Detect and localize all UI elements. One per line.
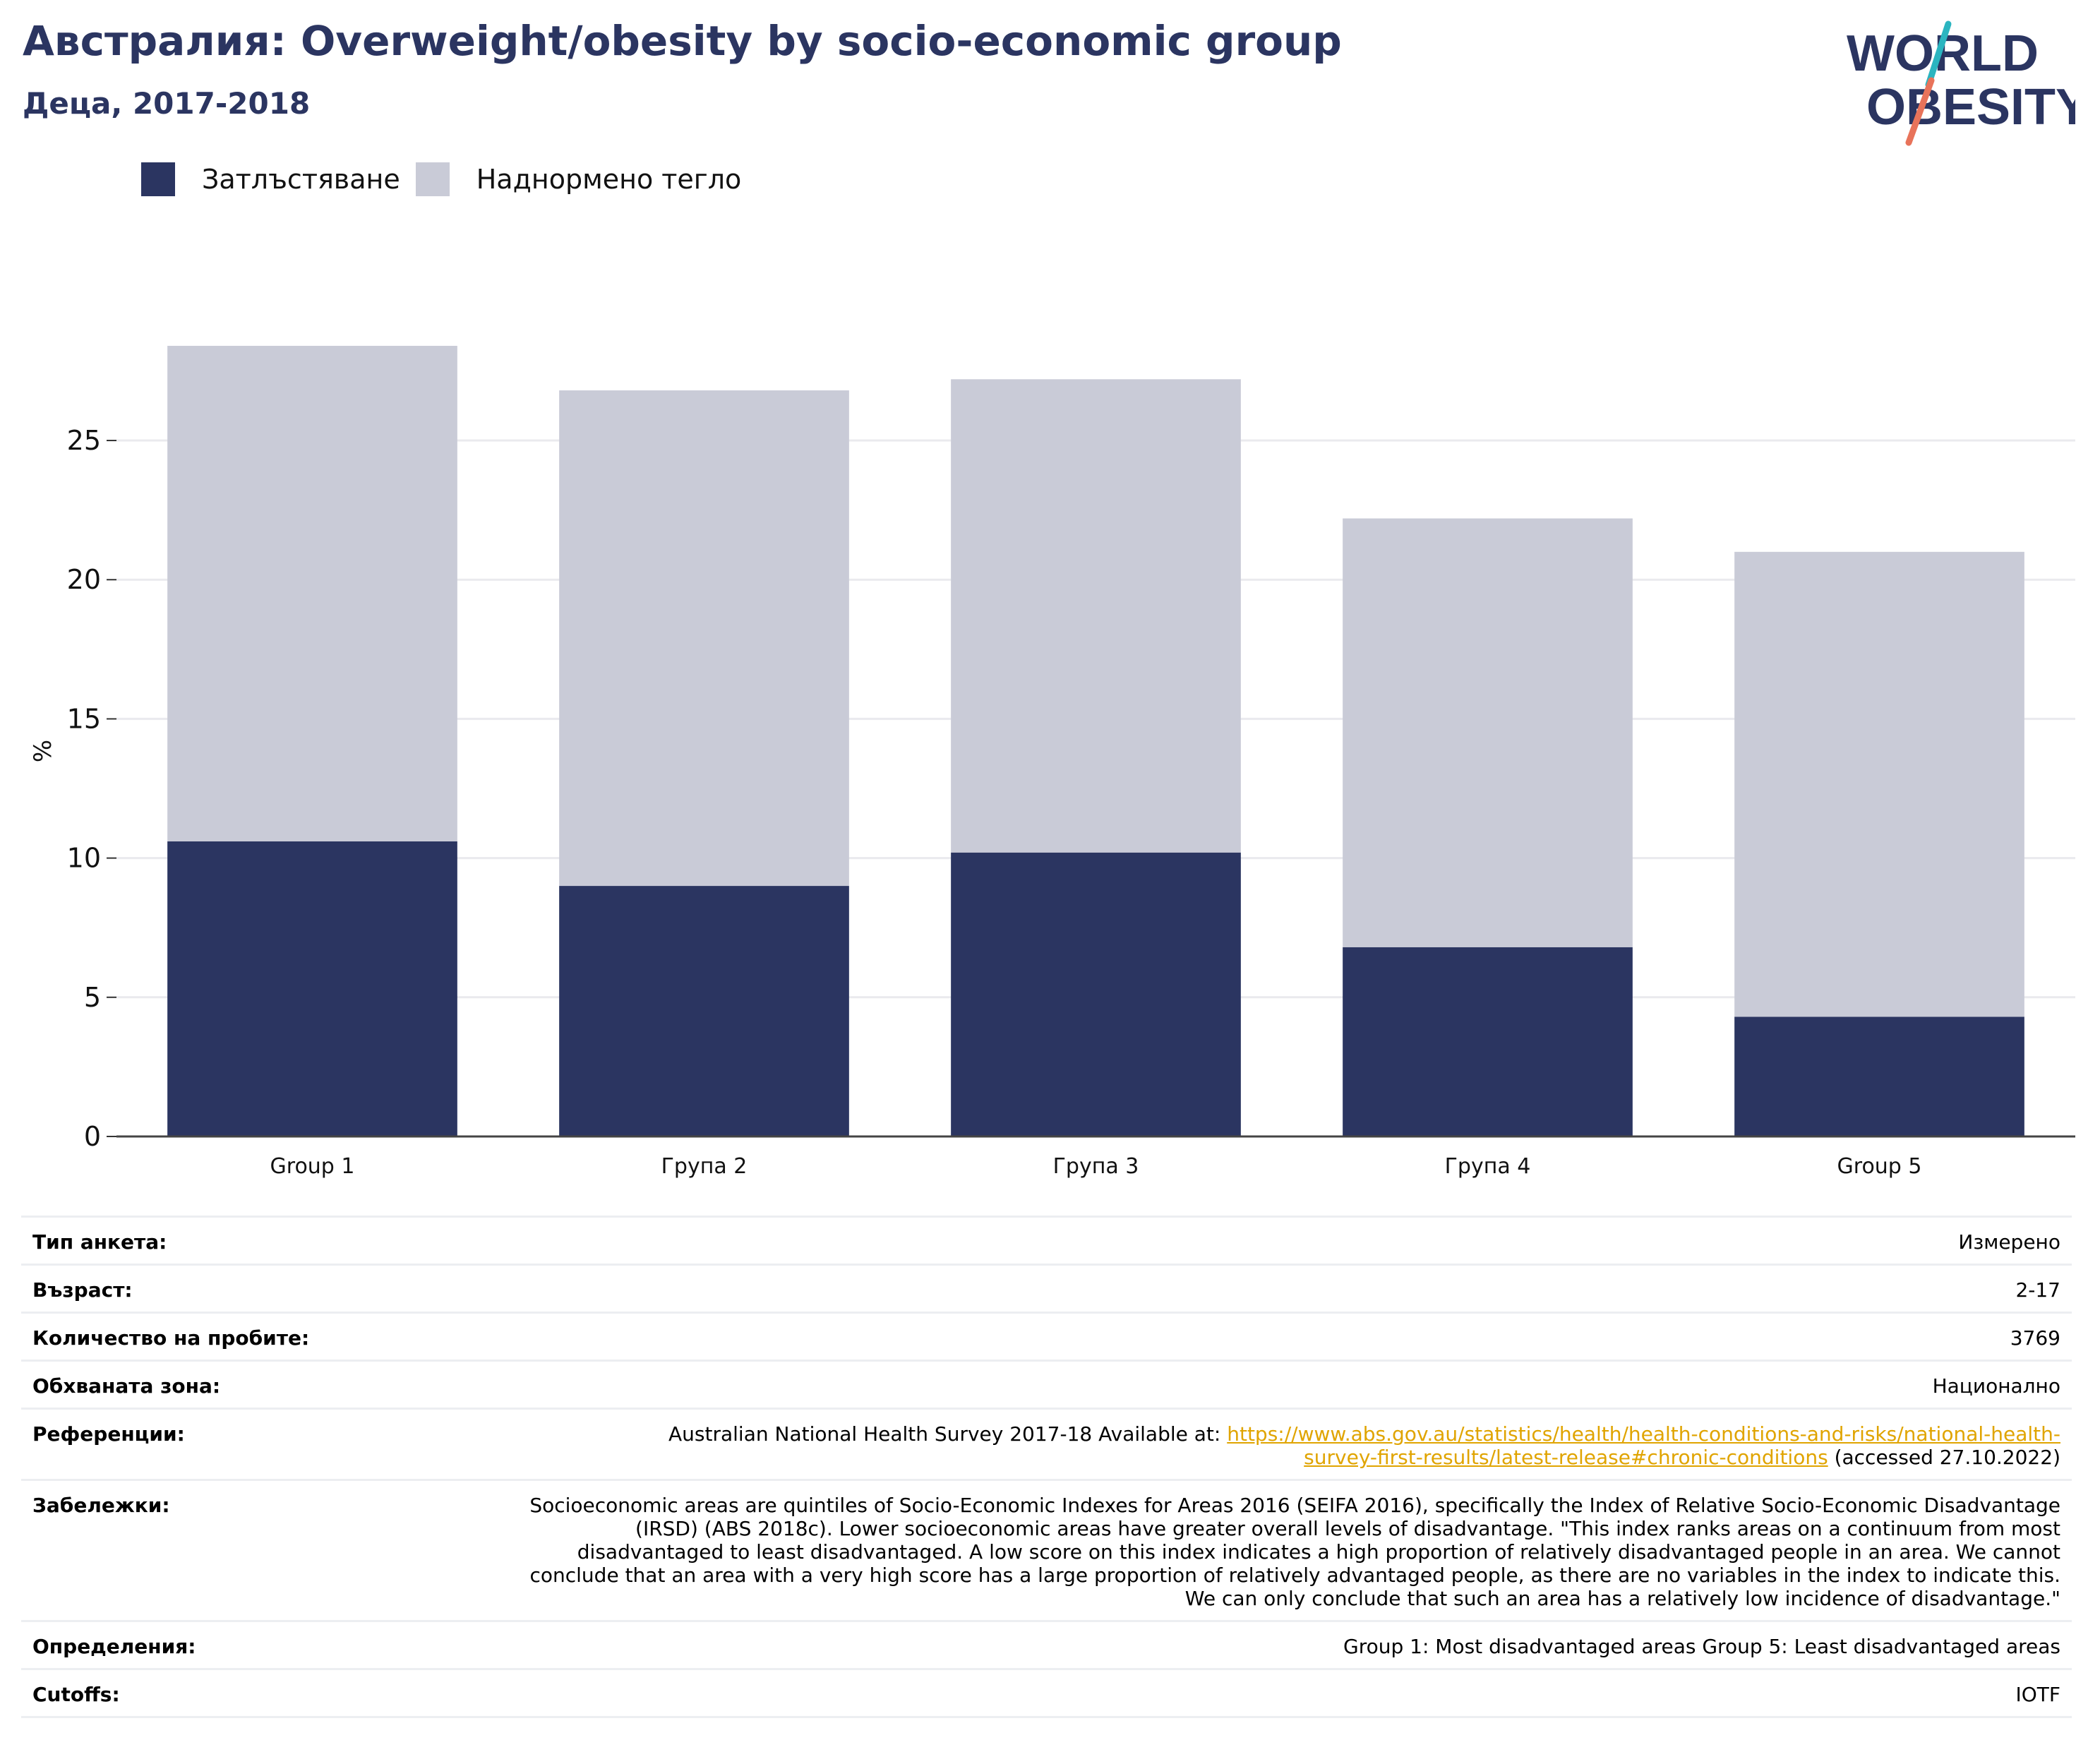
reference-link[interactable]: https://www.abs.gov.au/statistics/health…	[1227, 1422, 2060, 1469]
chart-legend: Затлъстяване Наднормено тегло	[141, 162, 757, 196]
bar-overweight-3	[951, 379, 1241, 853]
note-value: Australian National Health Survey 2017-1…	[527, 1422, 2072, 1469]
note-label: Възраст:	[32, 1278, 133, 1302]
legend-label-obesity: Затлъстяване	[202, 164, 400, 195]
bar-obesity-1	[167, 841, 457, 1136]
logo-slash-top	[1925, 20, 1952, 88]
reference-link-line1: https://www.abs.gov.au/statistics/health…	[1227, 1422, 2060, 1446]
stacked-bar-chart: 0 5 10 15 20 25% Group 1 Група 2 Група 3 Група 4 G…	[29, 345, 2075, 1179]
bar-overweight-1	[167, 345, 457, 841]
legend-label-overweight: Наднормено тегло	[476, 164, 742, 195]
y-tick-label: 10	[67, 843, 101, 874]
note-value: IOTF	[2015, 1683, 2060, 1706]
logo-slash-bottom	[1905, 77, 1935, 146]
x-tick-label: Група 4	[1445, 1154, 1531, 1179]
note-row-survey-type: Тип анкета: Измерено	[21, 1216, 2072, 1264]
legend-swatch-overweight	[415, 162, 450, 196]
bar-obesity-2	[559, 886, 849, 1136]
note-row-cutoffs: Cutoffs: IOTF	[21, 1668, 2072, 1718]
bar-overweight-2	[559, 390, 849, 887]
reference-text: Australian National Health Survey 2017-1…	[668, 1422, 1228, 1446]
x-tick-label: Група 2	[661, 1154, 748, 1179]
note-label: Тип анкета:	[32, 1230, 167, 1254]
bar-obesity-5	[1734, 1016, 2024, 1136]
legend-item-overweight[interactable]: Наднормено тегло	[415, 162, 742, 196]
bar-obesity-3	[951, 852, 1241, 1136]
note-value: Национално	[1932, 1374, 2060, 1398]
note-row-sample-size: Количество на пробите: 3769	[21, 1312, 2072, 1360]
note-label: Определения:	[32, 1635, 196, 1658]
reference-link-line2: survey-first-results/latest-release#chro…	[1304, 1446, 1828, 1469]
note-row-area-covered: Обхваната зона: Национално	[21, 1360, 2072, 1408]
reference-accessed: (accessed 27.10.2022)	[1828, 1446, 2060, 1469]
note-label: Cutoffs:	[32, 1683, 120, 1706]
y-tick-label: 20	[67, 564, 101, 595]
x-tick-label: Група 3	[1053, 1154, 1139, 1179]
logo-line2: OBESITY	[1866, 79, 2075, 136]
note-row-references: Референции: Australian National Health S…	[21, 1408, 2072, 1479]
note-value: Socioeconomic areas are quintiles of Soc…	[529, 1494, 2060, 1610]
y-tick-label: 5	[84, 982, 101, 1013]
x-tick-label: Group 5	[1837, 1154, 1922, 1179]
chart-title: Австралия: Overweight/obesity by socio-e…	[23, 17, 1342, 65]
note-row-age: Възраст: 2-17	[21, 1264, 2072, 1312]
y-axis-label: %	[29, 740, 57, 762]
note-value: Group 1: Most disadvantaged areas Group …	[1343, 1635, 2060, 1658]
y-tick-label: 0	[84, 1121, 101, 1152]
note-value: Измерено	[1958, 1230, 2060, 1254]
y-tick-label: 15	[67, 703, 101, 734]
bar-obesity-4	[1343, 947, 1633, 1136]
world-obesity-logo: WORLD OBESITY	[1847, 20, 2075, 146]
note-row-definitions: Определения: Group 1: Most disadvantaged…	[21, 1620, 2072, 1668]
note-label: Количество на пробите:	[32, 1326, 310, 1350]
note-label: Забележки:	[32, 1494, 170, 1517]
legend-item-obesity[interactable]: Затлъстяване	[141, 162, 400, 196]
note-value: 2-17	[2015, 1278, 2060, 1302]
x-tick-label: Group 1	[270, 1154, 355, 1179]
survey-notes-table: Тип анкета: Измерено Възраст: 2-17 Колич…	[21, 1216, 2072, 1718]
note-value: 3769	[2010, 1326, 2060, 1350]
bar-overweight-4	[1343, 518, 1633, 947]
chart-subtitle: Деца, 2017-2018	[23, 86, 311, 121]
note-label: Обхваната зона:	[32, 1374, 221, 1398]
note-row-remarks: Забележки: Socioeconomic areas are quint…	[21, 1479, 2072, 1620]
legend-swatch-obesity	[141, 162, 175, 196]
bar-overweight-5	[1734, 551, 2024, 1017]
y-tick-label: 25	[67, 425, 101, 456]
note-label: Референции:	[32, 1422, 185, 1446]
